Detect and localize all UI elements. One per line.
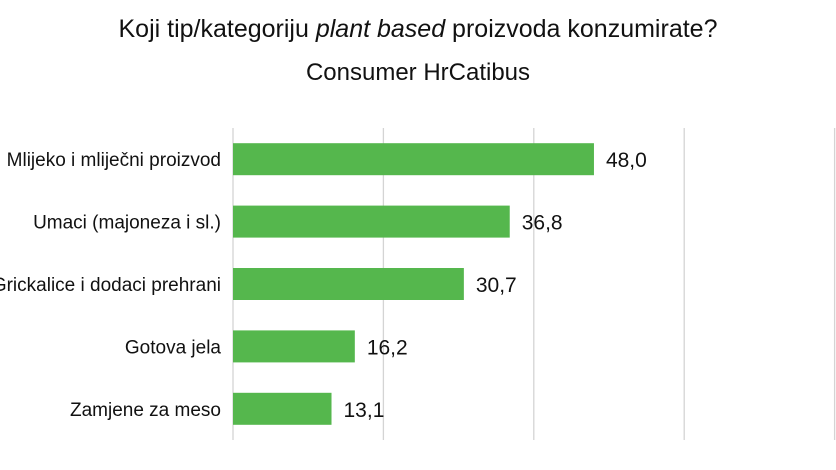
data-label-3: 16,2 <box>367 336 408 359</box>
data-label-4: 13,1 <box>344 399 385 422</box>
chart-title-prefix: Koji tip/kategoriju <box>118 15 316 43</box>
chart-title-emphasis: plant based <box>315 15 446 43</box>
bar-3 <box>233 330 355 363</box>
category-label-0: Mlijeko i mliječni proizvod <box>7 150 221 171</box>
bar-0 <box>233 143 594 176</box>
category-label-4: Zamjene za meso <box>70 400 221 421</box>
category-label-3: Gotova jela <box>125 337 222 358</box>
bar-2 <box>233 268 464 300</box>
chart-subtitle: Consumer HrCatibus <box>305 59 531 86</box>
category-label-1: Umaci (majoneza i sl.) <box>33 213 221 234</box>
data-label-0: 48,0 <box>606 149 647 172</box>
data-label-2: 30,7 <box>476 274 517 297</box>
bar-1 <box>233 205 510 238</box>
chart-title: Koji tip/kategoriju plant based proizvod… <box>0 14 836 45</box>
data-label-1: 36,8 <box>522 212 563 235</box>
category-label-2: Grickalice i dodaci prehrani <box>0 275 221 296</box>
chart-title-suffix: proizvoda konzumirate? <box>445 15 718 43</box>
bar-4 <box>233 392 332 425</box>
